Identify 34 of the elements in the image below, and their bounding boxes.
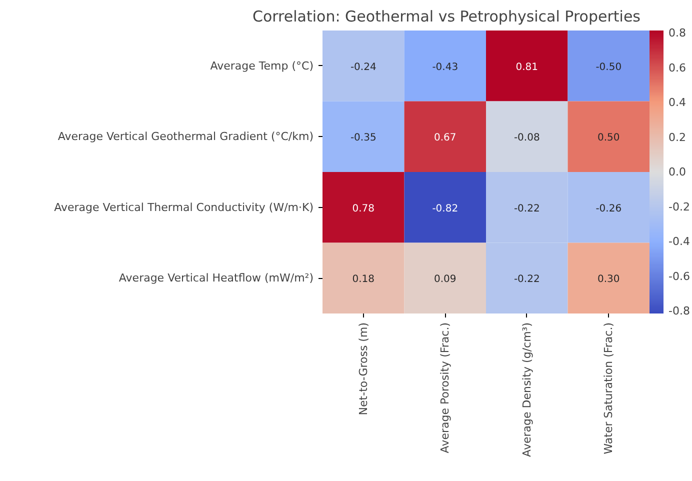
data-label: -0.22 xyxy=(514,274,540,286)
y-tick-label: Average Temp (°C) xyxy=(210,59,314,72)
data-label: 0.81 xyxy=(516,62,538,73)
color-bar-label: 0.2 xyxy=(668,130,686,144)
x-tick-label: Average Porosity (Frac.) xyxy=(438,322,452,454)
chart-title: Correlation: Geothermal vs Petrophysical Properties xyxy=(252,8,641,26)
color-bar-label: 0.8 xyxy=(668,26,686,40)
color-bar-label: -0.2 xyxy=(668,200,690,214)
y-tick-label: Average Vertical Thermal Conductivity (W/m·K) xyxy=(54,200,314,214)
data-label: 0.09 xyxy=(434,274,456,286)
color-bar-label: -0.8 xyxy=(668,304,690,318)
data-label: -0.35 xyxy=(350,132,376,144)
data-label: -0.82 xyxy=(432,203,458,214)
data-label: 0.67 xyxy=(434,132,456,144)
color-bar-label: 0.4 xyxy=(668,96,686,110)
data-label: -0.50 xyxy=(596,62,622,73)
data-label: -0.43 xyxy=(432,62,458,73)
y-tick-label: Average Vertical Heatflow (mW/m²) xyxy=(118,272,314,285)
data-label: -0.22 xyxy=(514,203,540,214)
color-bar-label: -0.4 xyxy=(668,235,690,248)
data-label: 0.30 xyxy=(597,274,620,286)
color-bar-label: -0.6 xyxy=(668,270,690,283)
data-label: -0.26 xyxy=(596,203,622,214)
x-tick-label: Average Density (g/cm³) xyxy=(520,322,534,457)
data-label: -0.24 xyxy=(350,62,376,73)
x-tick-label: Net-to-Gross (m) xyxy=(356,322,370,416)
data-label: 0.18 xyxy=(352,274,375,286)
y-tick-label: Average Vertical Geothermal Gradient (°C/km) xyxy=(58,130,314,144)
data-label: -0.08 xyxy=(514,132,540,144)
data-label: 0.50 xyxy=(597,132,620,144)
color-bar-label: 0.6 xyxy=(668,61,686,74)
data-label: 0.78 xyxy=(352,203,375,214)
color-bar-label: 0.0 xyxy=(668,166,686,179)
x-tick-label: Water Saturation (Frac.) xyxy=(602,322,616,454)
